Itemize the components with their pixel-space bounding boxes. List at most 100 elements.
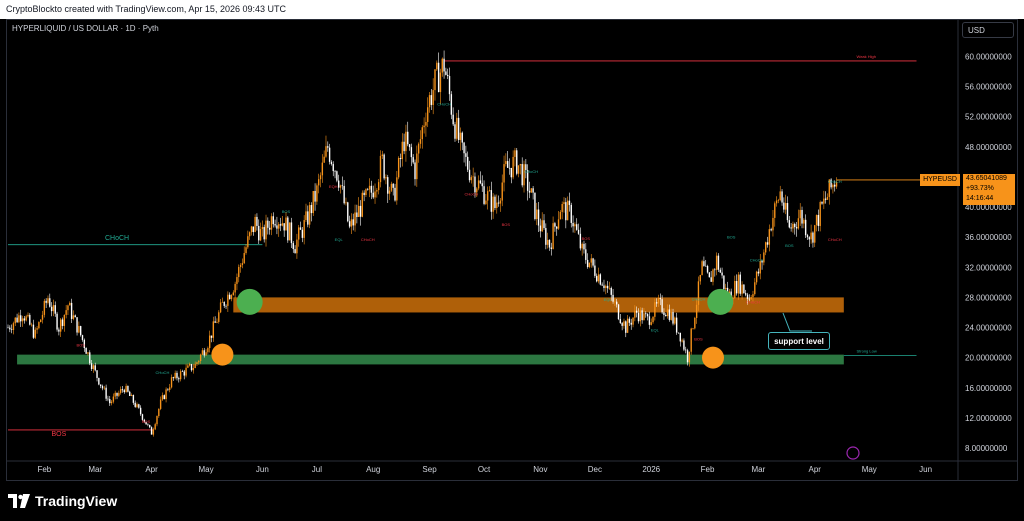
candle-body <box>76 317 78 333</box>
candle-body <box>12 323 15 330</box>
candle-body <box>457 117 460 140</box>
candle-body <box>683 340 685 350</box>
candle-body <box>750 297 752 299</box>
candle-body <box>639 310 642 322</box>
change-percent: +93.73% <box>966 185 994 192</box>
candle-body <box>463 142 465 154</box>
candle-body <box>528 190 531 193</box>
candle-body <box>16 317 18 323</box>
y-tick-label: 60.00000000 <box>965 52 1012 61</box>
candle-body <box>485 200 487 204</box>
candle-body <box>505 161 507 165</box>
structure-label: CHoCH <box>828 179 842 184</box>
structure-label: BOS <box>785 243 794 248</box>
candle-body <box>112 396 115 402</box>
candle-body <box>512 156 514 178</box>
candle-body <box>248 232 251 237</box>
candle-body <box>566 200 569 221</box>
candle-body <box>447 74 449 77</box>
candle-body <box>623 321 625 326</box>
candle-body <box>568 200 571 205</box>
candle-body <box>701 261 703 275</box>
candle-body <box>379 155 382 183</box>
candle-body <box>163 395 165 400</box>
candle-body <box>65 310 67 315</box>
candle-body <box>252 226 254 232</box>
candle-body <box>238 267 240 278</box>
candle-body <box>307 211 309 225</box>
candle-body <box>274 224 276 226</box>
candle-body <box>795 227 798 229</box>
replay-icon <box>846 446 860 460</box>
structure-label: CHoCH <box>361 237 375 242</box>
candle-body <box>201 350 204 355</box>
candle-body <box>156 416 158 425</box>
candle-body <box>58 329 60 332</box>
candle-body <box>250 226 253 233</box>
candle-body <box>283 223 285 231</box>
candle-body <box>47 298 49 303</box>
candle-body <box>183 371 185 376</box>
candle-body <box>414 162 416 180</box>
candle-body <box>521 164 523 186</box>
currency-button[interactable]: USD <box>962 22 1014 38</box>
candle-body <box>817 214 820 226</box>
candle-body <box>7 327 9 329</box>
candle-body <box>101 385 104 389</box>
candle-body <box>752 294 754 298</box>
candle-body <box>645 313 647 315</box>
candle-body <box>434 69 436 91</box>
candle-body <box>258 225 260 241</box>
candle-body <box>574 224 576 227</box>
chart-frame <box>6 19 1018 481</box>
candle-body <box>218 312 220 322</box>
candle-body <box>581 243 583 249</box>
candle-body <box>788 220 791 228</box>
tradingview-brand[interactable]: TradingView <box>8 490 117 512</box>
candle-body <box>443 58 445 72</box>
candle-body <box>783 202 785 210</box>
candle-body <box>579 233 582 249</box>
candle-body <box>74 315 76 318</box>
candle-body <box>268 227 271 230</box>
candle-body <box>561 204 563 212</box>
candle-body <box>532 188 534 193</box>
candle-body <box>176 372 178 379</box>
candle-body <box>801 209 803 224</box>
candle-body <box>70 302 73 319</box>
candle-body <box>654 302 656 317</box>
candle-body <box>254 216 256 232</box>
candle-body <box>754 282 756 295</box>
y-tick-label: 40.00000000 <box>965 203 1012 212</box>
last-price: 43.65041089 <box>966 175 1007 182</box>
candle-body <box>27 314 29 317</box>
candle-body <box>132 395 135 403</box>
candle-body <box>298 227 300 240</box>
structure-label: BOS <box>694 336 703 341</box>
candle-body <box>590 258 592 263</box>
candle-body <box>123 390 125 393</box>
candle-body <box>808 237 810 240</box>
candle-body <box>207 348 209 353</box>
candle-body <box>352 219 354 226</box>
candle-body <box>81 335 84 340</box>
candle-body <box>723 275 725 290</box>
candle-body <box>599 274 602 285</box>
candle-body <box>523 164 525 186</box>
candle-body <box>388 190 391 194</box>
candle-body <box>319 175 322 180</box>
candle-body <box>734 281 736 299</box>
candle-body <box>221 301 224 303</box>
attribution-text: CryptoBlockto created with TradingView.c… <box>6 4 286 14</box>
candle-body <box>192 367 195 371</box>
candle-body <box>259 228 262 241</box>
candle-body <box>537 209 540 226</box>
candle-body <box>819 202 821 226</box>
candle-body <box>23 318 26 321</box>
candle-body <box>330 161 333 165</box>
candle-body <box>341 185 344 187</box>
candle-body <box>650 322 652 325</box>
candle-body <box>368 185 371 190</box>
structure-label: EQL <box>651 327 660 332</box>
